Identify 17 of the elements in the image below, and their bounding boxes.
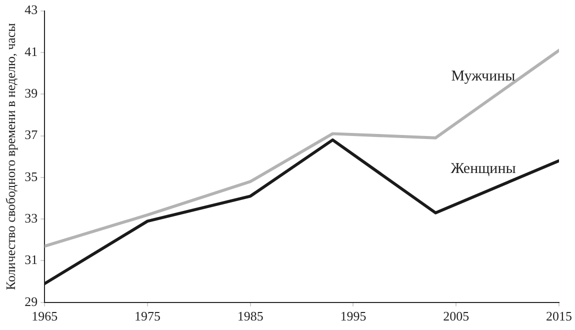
- y-axis-title: Количество свободного времени в неделю, часы: [3, 22, 18, 290]
- series-label: Мужчины: [451, 68, 516, 85]
- x-tick-label: 2005: [443, 308, 470, 324]
- y-tick-label: 39: [24, 86, 38, 101]
- y-tick-label: 43: [24, 2, 38, 18]
- y-tick-label: 31: [24, 252, 38, 268]
- y-tick-label: 41: [24, 44, 38, 59]
- series-label: Женщины: [450, 161, 516, 178]
- x-tick-label: 1985: [237, 308, 264, 324]
- x-tick-label: 1965: [32, 308, 58, 324]
- x-tick-label: 1995: [340, 308, 366, 324]
- x-tick-label: 2015: [546, 308, 572, 324]
- y-tick-label: 29: [24, 294, 38, 309]
- x-tick-label: 1975: [134, 308, 160, 324]
- y-tick-label: 35: [24, 168, 38, 184]
- y-tick-label: 37: [24, 127, 38, 142]
- y-tick-label: 33: [24, 210, 38, 226]
